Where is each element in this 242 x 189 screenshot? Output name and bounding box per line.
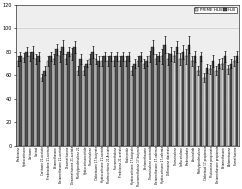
Bar <box>200 57 202 146</box>
Bar <box>83 70 85 146</box>
Bar <box>37 57 40 146</box>
Bar <box>236 57 238 146</box>
Bar <box>59 57 61 146</box>
Bar <box>91 52 94 146</box>
Bar <box>85 64 88 146</box>
Bar <box>215 70 218 146</box>
Bar <box>61 47 64 146</box>
Bar <box>212 61 214 146</box>
Bar <box>29 57 31 146</box>
Bar <box>89 59 91 146</box>
Bar <box>47 61 49 146</box>
Bar <box>107 61 109 146</box>
Bar <box>167 59 169 146</box>
Bar <box>169 54 172 146</box>
Bar <box>158 57 160 146</box>
Bar <box>125 61 128 146</box>
Bar <box>128 57 130 146</box>
Bar <box>182 52 184 146</box>
Bar <box>191 61 194 146</box>
Bar <box>155 59 158 146</box>
Bar <box>218 64 220 146</box>
Bar <box>19 57 22 146</box>
Bar <box>230 64 232 146</box>
Bar <box>221 64 224 146</box>
Bar <box>35 59 37 146</box>
Bar <box>179 59 182 146</box>
Bar <box>77 70 79 146</box>
Bar <box>194 57 196 146</box>
Bar <box>17 61 19 146</box>
Bar <box>55 49 58 146</box>
Bar <box>209 69 212 146</box>
Bar <box>185 57 188 146</box>
Bar <box>233 61 236 146</box>
Bar <box>101 61 103 146</box>
Bar <box>131 70 133 146</box>
Bar <box>133 64 136 146</box>
Bar <box>175 47 178 146</box>
Bar <box>41 78 43 146</box>
Bar <box>115 57 118 146</box>
Bar <box>188 45 190 146</box>
Bar <box>143 64 145 146</box>
Bar <box>23 58 25 146</box>
Bar <box>227 69 230 146</box>
Bar <box>97 61 100 146</box>
Bar <box>109 57 112 146</box>
Bar <box>71 54 73 146</box>
Bar <box>79 59 82 146</box>
Bar <box>149 57 151 146</box>
Bar <box>113 61 115 146</box>
Bar <box>73 47 76 146</box>
Legend: PRIME HLB, HLB: PRIME HLB, HLB <box>194 7 237 13</box>
Bar <box>145 61 148 146</box>
Bar <box>151 47 154 146</box>
Bar <box>49 57 52 146</box>
Bar <box>121 57 124 146</box>
Bar <box>161 57 164 146</box>
Bar <box>139 57 142 146</box>
Bar <box>53 59 55 146</box>
Bar <box>31 52 34 146</box>
Bar <box>95 59 97 146</box>
Bar <box>203 78 205 146</box>
Bar <box>25 52 28 146</box>
Bar <box>164 45 166 146</box>
Bar <box>67 52 70 146</box>
Bar <box>205 68 208 146</box>
Bar <box>65 59 67 146</box>
Bar <box>224 57 226 146</box>
Bar <box>119 61 121 146</box>
Bar <box>197 70 200 146</box>
Bar <box>137 61 139 146</box>
Bar <box>173 57 175 146</box>
Bar <box>43 70 46 146</box>
Bar <box>103 57 106 146</box>
